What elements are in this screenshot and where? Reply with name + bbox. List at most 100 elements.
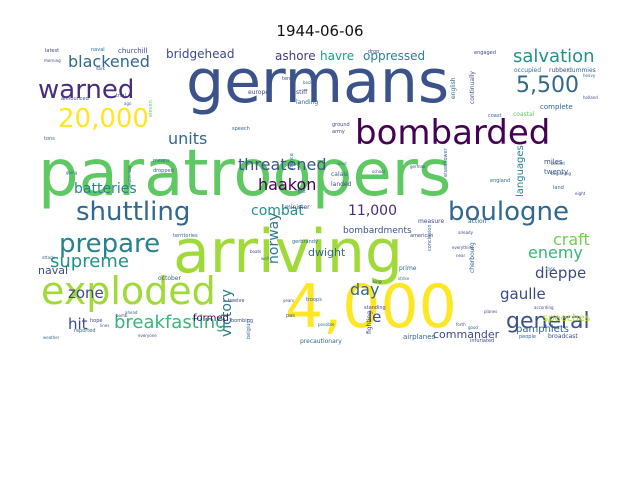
cloud-word-germans: germans (186, 47, 450, 117)
cloud-word-drop: drop (368, 49, 380, 55)
cloud-word-pamphlets: pamphlets (516, 324, 569, 335)
cloud-word-20-000: 20,000 (58, 104, 149, 134)
cloud-word-good: good (468, 325, 478, 330)
cloud-word-infuriated: infuriated (470, 338, 495, 344)
cloud-word-kind: kind (338, 161, 347, 166)
cloud-word-shuttling: shuttling (76, 197, 191, 227)
cloud-word-broadcast: broadcast (548, 333, 578, 340)
cloud-word-bomb: bomb (116, 313, 128, 318)
cloud-word-october: october (158, 275, 181, 282)
cloud-word-ahead: ahead (125, 310, 138, 315)
cloud-word-lines: lines (100, 323, 110, 328)
cloud-word-holland: holland (583, 95, 598, 100)
cloud-word-havre: havre (320, 49, 355, 63)
cloud-word-landed: landed (331, 181, 352, 188)
cloud-word-troops: troops (306, 297, 322, 303)
cloud-word-going: going (66, 170, 78, 175)
cloud-word-france: france (289, 153, 295, 169)
cloud-word-fighting: fighting (366, 310, 373, 334)
cloud-word-german: german (410, 164, 426, 169)
cloud-word-first: first (298, 189, 306, 194)
cloud-word-near: near (456, 253, 466, 258)
cloud-word-4-000: 4,000 (285, 272, 457, 342)
cloud-word-naval: naval (38, 264, 69, 277)
cloud-word-bombardments: bombardments (343, 226, 412, 236)
cloud-word-speeches: speeches (543, 313, 591, 324)
cloud-word-salvation: salvation (513, 46, 595, 67)
cloud-word-september: september (127, 165, 132, 187)
cloud-word-churchill: churchill (118, 47, 148, 55)
cloud-word-dummies: dummies (568, 67, 596, 74)
cloud-word-years: years (283, 298, 295, 303)
cloud-word-morning: morning (44, 58, 61, 63)
cloud-word-ashore: ashore (275, 49, 316, 63)
cloud-word-bombing: bombing (231, 318, 254, 324)
cloud-word-possible: possible (318, 322, 335, 327)
cloud-word-land: land (553, 185, 564, 191)
cloud-word-according: according (534, 305, 554, 310)
cloud-word-strike: strike (398, 276, 410, 281)
cloud-word-everything: everything (452, 245, 474, 250)
cloud-word-breakfasting: breakfasting (114, 312, 227, 333)
cloud-word-supreme: supreme (50, 251, 129, 272)
cloud-word-weather: weather (43, 335, 60, 340)
cloud-word-zone: zone (68, 284, 104, 302)
cloud-word-warned: warned (38, 75, 135, 105)
cloud-word-eleven: eleven (148, 100, 154, 117)
cloud-word-day: day (350, 280, 380, 299)
cloud-word-boats: boats (250, 249, 262, 254)
cloud-word-everyone: everyone (138, 333, 157, 338)
cloud-word-ground: ground (332, 122, 350, 128)
cloud-word-airplanes: airplanes (403, 333, 436, 341)
cloud-word-arriving: arriving (173, 217, 404, 287)
cloud-word-5-500: 5,500 (516, 73, 579, 98)
cloud-word-coastal: coastal (513, 111, 535, 118)
cloud-word-1066: 1066 (545, 267, 556, 272)
cloud-word-announced: announced (61, 96, 89, 102)
cloud-word-oppressed: oppressed (363, 49, 426, 63)
cloud-word-dropped: dropped (153, 168, 174, 174)
cloud-word-general: general (506, 309, 590, 334)
cloud-word-blackened: blackened (68, 52, 150, 71)
cloud-word-craft: craft (553, 230, 590, 249)
cloud-word-prime: prime (399, 265, 417, 272)
cloud-word-norway: norway (266, 212, 282, 264)
cloud-word-well: well (261, 256, 269, 261)
cloud-word-hope: hope (90, 318, 103, 324)
cloud-word-complete: complete (540, 103, 573, 111)
cloud-word-languages: languages (515, 145, 526, 197)
cloud-word-batteries: batteries (74, 181, 137, 197)
cloud-word-conclusion: conclusion (427, 224, 433, 251)
cloud-word-haakon: haakon (258, 175, 317, 194)
cloud-word-occupied: occupied (514, 67, 542, 74)
cloud-word-gerbrandy: gerbrandy (292, 239, 318, 245)
cloud-word-exploded: exploded (41, 269, 216, 313)
cloud-word-twenty: twenty (544, 168, 569, 176)
cloud-word-engaged: engaged (474, 50, 496, 56)
cloud-word-behind: behind (551, 161, 565, 166)
cloud-word-england: england (490, 178, 511, 184)
cloud-word-measure: measure (418, 218, 445, 225)
cloud-word-king: king (373, 279, 382, 284)
cloud-word-hit: hit (68, 315, 88, 333)
cloud-word-trial: trial (116, 93, 126, 99)
cloud-word-means: means (153, 158, 170, 164)
cloud-word-army: army (332, 129, 345, 135)
cloud-word-calais: calais (331, 171, 349, 178)
cloud-word-forth: forth (456, 322, 466, 327)
cloud-word-attack: attack (42, 255, 55, 260)
cloud-word-standing: standing (364, 305, 386, 311)
cloud-word-eisenhower: eisenhower (443, 148, 449, 177)
cloud-word-dwight: dwight (308, 246, 346, 259)
cloud-word-speech: speech (232, 126, 250, 132)
cloud-word-bombarded: bombarded (355, 113, 551, 153)
cloud-word-ago: ago (124, 101, 132, 106)
cloud-word-prepare: prepare (59, 229, 161, 259)
cloud-word-bridgehead: bridgehead (166, 47, 235, 61)
cloud-word-already: already (458, 230, 473, 235)
cloud-word-paratroopers: paratroopers (38, 137, 452, 211)
cloud-word-pas: pas (286, 313, 295, 319)
cloud-word-boulogne: boulogne (448, 197, 569, 227)
cloud-word-continually: continually (469, 71, 476, 104)
cloud-word-back: back (303, 80, 313, 85)
